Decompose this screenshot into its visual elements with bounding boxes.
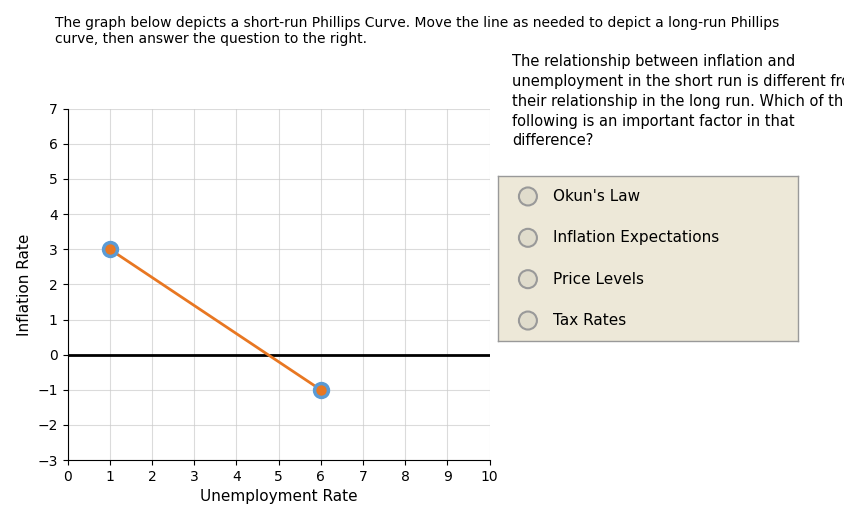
X-axis label: Unemployment Rate: Unemployment Rate [200, 490, 357, 505]
Y-axis label: Inflation Rate: Inflation Rate [17, 233, 32, 336]
Text: The graph below depicts a short-run Phillips Curve. Move the line as needed to d: The graph below depicts a short-run Phil… [55, 16, 779, 45]
Text: Price Levels: Price Levels [554, 271, 644, 287]
Point [103, 245, 116, 253]
Text: Tax Rates: Tax Rates [554, 313, 626, 328]
Text: Inflation Expectations: Inflation Expectations [554, 230, 720, 246]
Text: The relationship between inflation and
unemployment in the short run is differen: The relationship between inflation and u… [512, 54, 844, 148]
Text: Okun's Law: Okun's Law [554, 189, 641, 204]
Point [314, 386, 327, 394]
